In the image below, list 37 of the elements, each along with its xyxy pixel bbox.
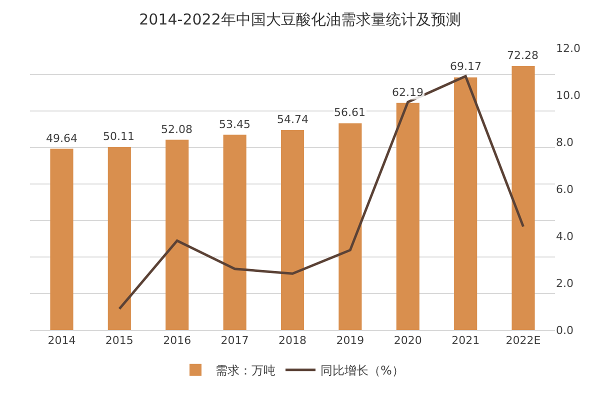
legend-label: 需求：万吨 — [216, 364, 276, 378]
x-tick-label: 2018 — [278, 334, 306, 348]
y2-tick-label: 12.0 — [556, 42, 580, 55]
x-tick-label: 2014 — [48, 334, 76, 348]
x-tick-label: 2017 — [220, 334, 249, 348]
bar — [166, 140, 189, 330]
x-tick-label: 2019 — [336, 334, 364, 348]
bar — [50, 148, 74, 330]
x-tick-label: 2022E — [506, 334, 541, 348]
y2-tick-label: 6.0 — [556, 182, 574, 196]
y2-tick-label: 2.0 — [556, 276, 574, 290]
data-label: 49.64 — [46, 132, 78, 145]
bar — [280, 130, 304, 330]
x-tick-label: 2020 — [394, 334, 422, 348]
data-label: 69.17 — [450, 60, 482, 73]
bar — [396, 102, 420, 330]
x-tick-label: 2021 — [452, 334, 480, 348]
y2-tick-label: 0.0 — [556, 324, 574, 337]
x-tick-label: 2015 — [105, 334, 134, 348]
bar — [338, 123, 362, 330]
data-label: 53.45 — [219, 118, 250, 131]
bar — [454, 77, 478, 330]
chart-title: 2014-2022年中国大豆酸化油需求量统计及预测 — [139, 10, 461, 28]
y2-tick-label: 8.0 — [556, 136, 574, 149]
y2-tick-label: 10.0 — [556, 88, 580, 102]
y2-tick-label: 4.0 — [556, 230, 574, 243]
data-label: 56.61 — [334, 106, 366, 119]
bar — [512, 66, 535, 330]
x-tick-label: 2016 — [163, 334, 192, 348]
bar — [108, 146, 131, 330]
data-label: 62.19 — [392, 86, 424, 99]
data-label: 50.11 — [103, 130, 134, 143]
data-label: 54.74 — [277, 113, 308, 126]
legend-label: 同比增长（%） — [320, 364, 404, 378]
bar — [223, 134, 246, 330]
data-label: 52.08 — [161, 123, 192, 136]
data-label: 72.28 — [507, 49, 538, 62]
